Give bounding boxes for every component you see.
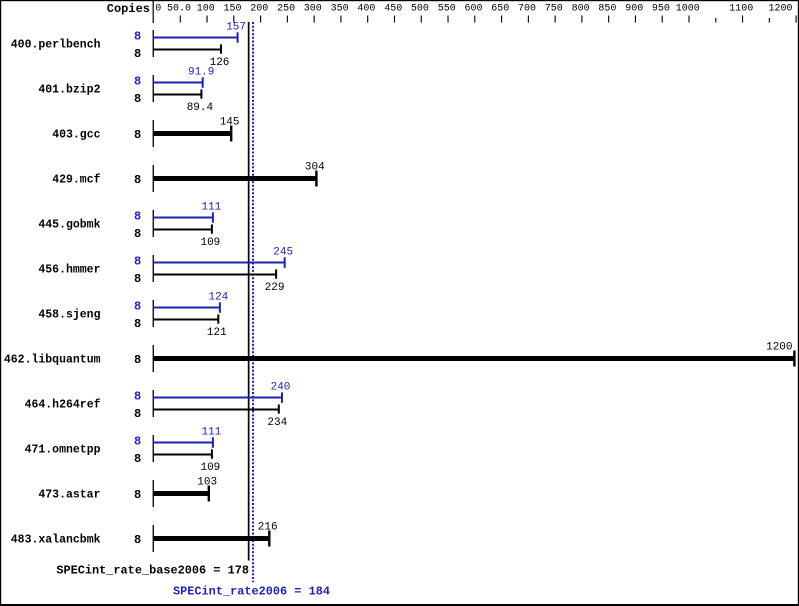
svg-text:0: 0 — [155, 4, 161, 15]
svg-text:300: 300 — [304, 4, 322, 15]
svg-text:456.hmmer: 456.hmmer — [38, 264, 100, 277]
svg-text:8: 8 — [134, 272, 141, 286]
svg-text:500: 500 — [411, 4, 429, 15]
svg-text:1100: 1100 — [729, 4, 753, 15]
svg-text:8: 8 — [134, 75, 141, 89]
svg-text:700: 700 — [518, 4, 536, 15]
svg-text:471.omnetpp: 471.omnetpp — [25, 444, 101, 457]
svg-text:429.mcf: 429.mcf — [52, 174, 100, 187]
svg-text:1200: 1200 — [768, 4, 792, 15]
svg-text:89.4: 89.4 — [187, 102, 214, 114]
svg-text:121: 121 — [207, 327, 227, 339]
svg-text:483.xalancbmk: 483.xalancbmk — [11, 534, 101, 547]
svg-text:124: 124 — [208, 292, 228, 304]
svg-text:250: 250 — [277, 4, 295, 15]
svg-text:473.astar: 473.astar — [38, 489, 100, 502]
svg-text:100: 100 — [197, 4, 215, 15]
svg-text:1200: 1200 — [766, 342, 792, 354]
svg-text:8: 8 — [134, 435, 141, 449]
svg-text:50.0: 50.0 — [167, 4, 191, 15]
svg-text:464.h264ref: 464.h264ref — [25, 399, 101, 412]
svg-text:8: 8 — [134, 210, 141, 224]
svg-text:750: 750 — [545, 4, 563, 15]
svg-text:400: 400 — [357, 4, 375, 15]
svg-text:8: 8 — [134, 488, 141, 502]
svg-text:240: 240 — [271, 382, 291, 394]
svg-text:8: 8 — [134, 317, 141, 331]
svg-text:8: 8 — [134, 300, 141, 314]
svg-text:400.perlbench: 400.perlbench — [11, 39, 101, 52]
svg-text:304: 304 — [305, 162, 325, 174]
svg-text:8: 8 — [134, 533, 141, 547]
svg-text:200: 200 — [250, 4, 268, 15]
svg-text:126: 126 — [210, 57, 230, 69]
svg-text:1000: 1000 — [676, 4, 700, 15]
svg-text:109: 109 — [200, 237, 220, 249]
svg-text:229: 229 — [265, 282, 285, 294]
svg-text:8: 8 — [134, 390, 141, 404]
svg-text:234: 234 — [267, 417, 287, 429]
svg-text:8: 8 — [134, 452, 141, 466]
svg-text:401.bzip2: 401.bzip2 — [38, 84, 100, 97]
svg-text:91.9: 91.9 — [188, 67, 214, 79]
svg-text:850: 850 — [598, 4, 616, 15]
svg-text:403.gcc: 403.gcc — [52, 129, 100, 142]
svg-text:8: 8 — [134, 47, 141, 61]
svg-text:Copies: Copies — [107, 2, 150, 16]
svg-text:450: 450 — [384, 4, 402, 15]
svg-text:650: 650 — [491, 4, 509, 15]
svg-text:445.gobmk: 445.gobmk — [38, 219, 100, 232]
svg-text:8: 8 — [134, 92, 141, 106]
svg-text:109: 109 — [200, 462, 220, 474]
svg-text:8: 8 — [134, 30, 141, 44]
svg-text:800: 800 — [572, 4, 590, 15]
svg-text:950: 950 — [652, 4, 670, 15]
svg-text:600: 600 — [464, 4, 482, 15]
svg-text:145: 145 — [220, 117, 240, 129]
svg-text:216: 216 — [258, 522, 278, 534]
svg-text:8: 8 — [134, 407, 141, 421]
svg-text:8: 8 — [134, 173, 141, 187]
svg-text:SPECint_rate_base2006 = 178: SPECint_rate_base2006 = 178 — [56, 564, 249, 578]
svg-text:8: 8 — [134, 227, 141, 241]
svg-text:SPECint_rate2006 = 184: SPECint_rate2006 = 184 — [173, 585, 330, 599]
svg-text:8: 8 — [134, 255, 141, 269]
svg-text:103: 103 — [197, 477, 217, 489]
svg-text:157: 157 — [226, 22, 246, 34]
svg-text:111: 111 — [201, 427, 221, 439]
svg-text:458.sjeng: 458.sjeng — [38, 309, 100, 322]
svg-text:350: 350 — [331, 4, 349, 15]
svg-text:245: 245 — [273, 247, 293, 259]
svg-text:900: 900 — [625, 4, 643, 15]
svg-text:111: 111 — [201, 202, 221, 214]
svg-text:8: 8 — [134, 128, 141, 142]
svg-text:550: 550 — [438, 4, 456, 15]
svg-text:8: 8 — [134, 353, 141, 367]
svg-text:150: 150 — [223, 4, 241, 15]
svg-text:462.libquantum: 462.libquantum — [4, 354, 101, 367]
